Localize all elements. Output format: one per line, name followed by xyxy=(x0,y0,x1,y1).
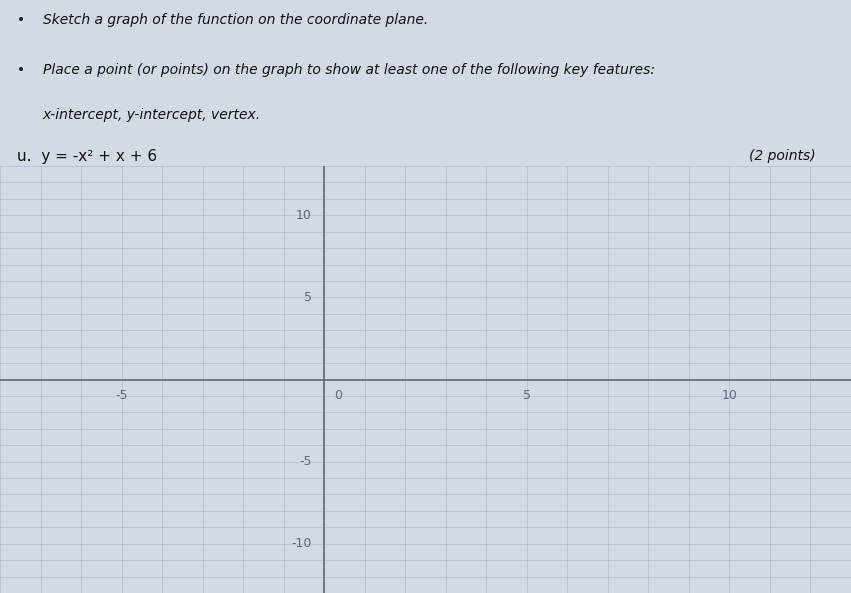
Text: -10: -10 xyxy=(292,537,312,550)
Text: •: • xyxy=(17,13,26,27)
Text: (2 points): (2 points) xyxy=(749,149,815,164)
Text: -5: -5 xyxy=(116,390,128,403)
Text: u.  y = -x² + x + 6: u. y = -x² + x + 6 xyxy=(17,149,157,164)
Text: 10: 10 xyxy=(296,209,312,222)
Text: 5: 5 xyxy=(523,390,531,403)
Text: •: • xyxy=(17,63,26,77)
Text: -5: -5 xyxy=(300,455,312,468)
Text: 10: 10 xyxy=(722,390,737,403)
Text: Sketch a graph of the function on the coordinate plane.: Sketch a graph of the function on the co… xyxy=(43,13,428,27)
Text: 5: 5 xyxy=(304,291,312,304)
Text: 0: 0 xyxy=(334,390,342,403)
Text: Place a point (or points) on the graph to show at least one of the following key: Place a point (or points) on the graph t… xyxy=(43,63,654,77)
Text: x-intercept, y-intercept, vertex.: x-intercept, y-intercept, vertex. xyxy=(43,108,260,122)
